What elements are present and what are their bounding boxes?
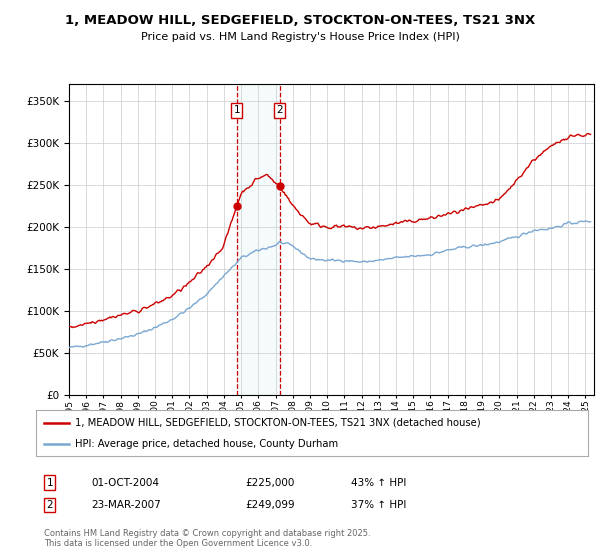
Text: £225,000: £225,000 <box>246 478 295 488</box>
Bar <box>237 84 280 395</box>
Text: Price paid vs. HM Land Registry's House Price Index (HPI): Price paid vs. HM Land Registry's House … <box>140 32 460 43</box>
Text: 37% ↑ HPI: 37% ↑ HPI <box>350 500 406 510</box>
Text: 1: 1 <box>46 478 53 488</box>
Text: 01-OCT-2004: 01-OCT-2004 <box>91 478 159 488</box>
Text: £249,099: £249,099 <box>246 500 295 510</box>
Text: 2: 2 <box>276 105 283 115</box>
Text: HPI: Average price, detached house, County Durham: HPI: Average price, detached house, Coun… <box>74 439 338 449</box>
Text: 2: 2 <box>46 500 53 510</box>
Text: 23-MAR-2007: 23-MAR-2007 <box>91 500 161 510</box>
Text: 43% ↑ HPI: 43% ↑ HPI <box>350 478 406 488</box>
Text: 1, MEADOW HILL, SEDGEFIELD, STOCKTON-ON-TEES, TS21 3NX (detached house): 1, MEADOW HILL, SEDGEFIELD, STOCKTON-ON-… <box>74 418 480 428</box>
Text: Contains HM Land Registry data © Crown copyright and database right 2025.
This d: Contains HM Land Registry data © Crown c… <box>44 529 371 548</box>
Text: 1, MEADOW HILL, SEDGEFIELD, STOCKTON-ON-TEES, TS21 3NX: 1, MEADOW HILL, SEDGEFIELD, STOCKTON-ON-… <box>65 14 535 27</box>
Text: 1: 1 <box>233 105 240 115</box>
